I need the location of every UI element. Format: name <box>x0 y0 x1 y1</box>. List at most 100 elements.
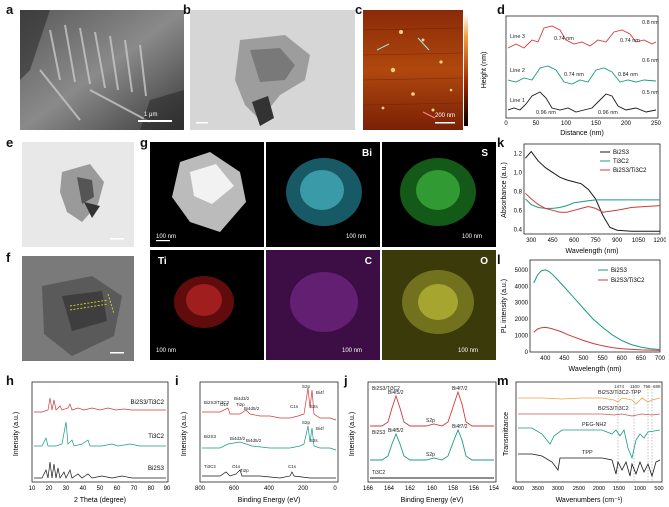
chart-m-annotation: 1474 <box>614 384 625 389</box>
chart-l-ytick: 4000 <box>515 284 529 290</box>
chart-d-annotation: 0.74 nm <box>554 36 574 42</box>
eds-map-ti: Ti 100 nm <box>150 250 264 360</box>
chart-j-series-1 <box>370 390 494 427</box>
chart-d-xtick: 100 <box>561 121 572 127</box>
chart-h-label-1: Bi2S3/Ti3C2 <box>131 400 165 406</box>
chart-m-xtick: 1500 <box>613 486 625 492</box>
sem-image: 1 μm <box>20 10 184 130</box>
chart-k-xtick: 600 <box>569 238 580 244</box>
chart-i-peak: Bi4d3/2 <box>230 436 246 441</box>
chart-h-xtick: 70 <box>131 486 138 492</box>
chart-i-peak: S2s <box>310 438 319 443</box>
chart-i-series-1 <box>202 387 337 421</box>
eds-map-s: S 100 nm <box>382 142 496 247</box>
chart-l-xtick: 400 <box>540 356 551 362</box>
chart-i-xtick: 200 <box>298 486 309 492</box>
chart-l-xtick: 600 <box>617 356 628 362</box>
chart-i-peak: O1s <box>220 402 229 407</box>
chart-j-xlabel: Binding Energy (eV) <box>401 497 464 504</box>
chart-i-peak: Bi4d5/2 <box>246 438 262 443</box>
chart-i-xtick: 0 <box>333 486 337 492</box>
chart-d-xtick: 50 <box>533 121 540 127</box>
chart-i-series-2 <box>202 425 337 451</box>
chart-j-peak: Bi4f5/2 <box>388 428 404 434</box>
chart-k-xtick: 450 <box>548 238 559 244</box>
chart-h-series-3 <box>34 461 166 479</box>
chart-d-line1 <box>507 91 657 113</box>
chart-h-series-2 <box>34 421 166 447</box>
chart-d-height-profile: Height (nm) Distance (nm) 0 50 100 150 2… <box>481 15 662 137</box>
eds-map-bi: Bi 100 nm <box>266 142 380 247</box>
chart-d-xtick: 0 <box>504 121 508 127</box>
eds-map-o: O 100 nm <box>382 250 496 360</box>
scalebar-g-1: 100 nm <box>156 234 177 240</box>
panel-label-h: h <box>6 373 14 388</box>
chart-l-series-2 <box>533 326 661 351</box>
chart-h-xtick: 10 <box>29 486 36 492</box>
chart-h-xtick: 30 <box>63 486 70 492</box>
scalebar-g-2: 100 nm <box>346 234 367 240</box>
chart-h-label-2: Ti3C2 <box>148 434 164 440</box>
chart-i-peak: Bi4d3/2 <box>234 396 250 401</box>
chart-m-xtick: 500 <box>654 486 663 492</box>
eds-label-ti: Ti <box>158 256 167 267</box>
chart-h-xtick: 90 <box>164 486 171 492</box>
chart-m-label-2: Bi2S3/Ti3C2 <box>598 406 629 412</box>
tem-image <box>190 10 355 130</box>
chart-k-ylabel: Absorbance (a.u.) <box>501 162 508 218</box>
chart-l-ytick: 2000 <box>515 317 529 323</box>
afm-image: 200 nm <box>363 10 475 130</box>
panel-label-f: f <box>6 250 11 265</box>
chart-h-label-3: Bi2S3 <box>148 466 165 472</box>
panel-label-k: k <box>497 135 505 150</box>
chart-j-series-label: Ti3C2 <box>372 470 385 476</box>
chart-l-series-1 <box>533 269 661 350</box>
chart-i-series-label: Bi2S3/Ti3C2 <box>204 400 230 405</box>
chart-d-annotation: 0.74 nm <box>564 72 584 78</box>
chart-m-ftir: Transmittance Wavenumbers (cm⁻¹) 4000 35… <box>503 381 664 504</box>
chart-i-xtick: 400 <box>264 486 275 492</box>
chart-i-xlabel: Binding Energy (eV) <box>238 497 301 504</box>
eds-label-c: C <box>364 256 372 267</box>
scalebar-g-6: 100 nm <box>458 348 479 354</box>
chart-k-ytick: 1.0 <box>514 170 523 176</box>
chart-m-label-1: Bi2S3/Ti3C2-TPP <box>598 390 642 396</box>
chart-l-xtick: 500 <box>578 356 589 362</box>
chart-k-xlabel: Wavelength (nm) <box>565 248 618 255</box>
chart-l-xtick: 450 <box>559 356 570 362</box>
chart-l-xlabel: Wavelength (nm) <box>568 366 621 373</box>
chart-l-xtick: 700 <box>655 356 666 362</box>
chart-i-peak: S2s <box>310 404 319 409</box>
chart-i-peak: O1s <box>232 464 241 469</box>
panel-label-m: m <box>497 373 509 388</box>
panel-label-c: c <box>355 2 363 17</box>
chart-m-label-4: TPP <box>582 450 593 456</box>
chart-m-series-2 <box>518 413 661 417</box>
panel-label-e: e <box>6 135 14 150</box>
chart-d-annotation: 0.6 nm <box>642 58 659 64</box>
chart-d-xlabel: Distance (nm) <box>560 130 604 137</box>
chart-l-ytick: 1000 <box>515 334 529 340</box>
scalebar-g-5: 100 nm <box>342 348 363 354</box>
chart-j-series-label: Bi2S3 <box>372 430 386 436</box>
chart-m-label-3: PEG-NH2 <box>582 422 606 428</box>
scalebar-a: 1 μm <box>144 112 158 118</box>
chart-i-ylabel: Intensity (a.u.) <box>181 412 188 456</box>
tem-image-e <box>22 142 134 247</box>
chart-j-xtick: 166 <box>363 486 374 492</box>
chart-j-xtick: 156 <box>469 486 480 492</box>
chart-i-peak: Bi4f <box>316 426 325 431</box>
chart-k-xtick: 300 <box>526 238 537 244</box>
chart-h-xtick: 80 <box>148 486 155 492</box>
chart-m-annotation: 1100 <box>630 384 640 389</box>
eds-label-o: O <box>480 256 488 267</box>
chart-j-peak: Bi4f7/2 <box>452 386 468 392</box>
chart-d-series-label: Line 3 <box>510 34 525 40</box>
chart-m-xtick: 2000 <box>593 486 605 492</box>
chart-j-series-2 <box>370 428 494 461</box>
chart-i-series-label: Bi2S3 <box>204 434 217 439</box>
chart-k-ytick: 0.8 <box>514 189 523 195</box>
chart-k-series-2 <box>525 198 660 209</box>
chart-j-peak: Bi4f5/2 <box>388 390 404 396</box>
chart-j-xtick: 154 <box>489 486 500 492</box>
